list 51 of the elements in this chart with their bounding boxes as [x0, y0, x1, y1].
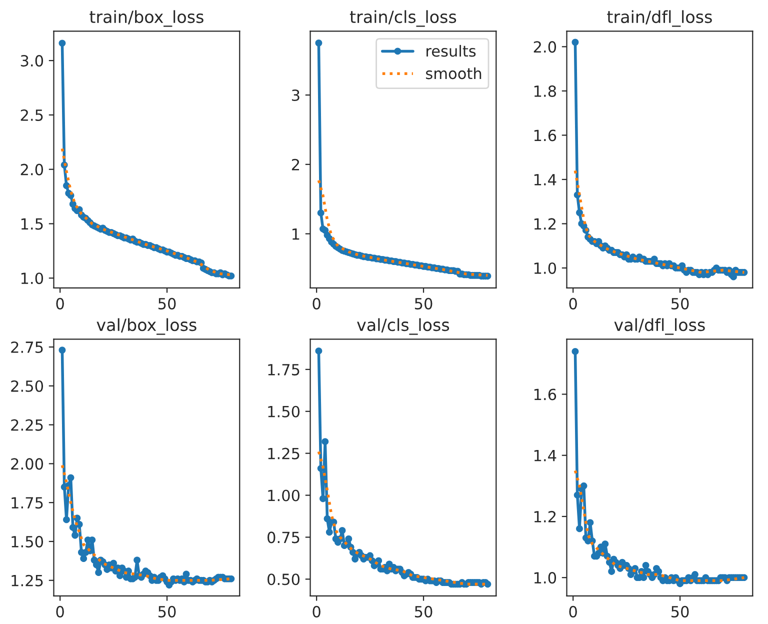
x-tick-label: 0	[312, 298, 320, 310]
y-tick-label: 2.5	[20, 109, 43, 121]
y-tick-label: 1.8	[534, 85, 556, 97]
y-tick-label: 2.50	[11, 380, 44, 392]
chart-title: val/cls_loss	[357, 318, 450, 335]
y-tick-label: 1.50	[268, 406, 300, 418]
x-tick-label: 50	[671, 606, 689, 618]
y-tick-label: 2.00	[11, 458, 44, 470]
y-tick-label: 1.50	[12, 536, 44, 548]
y-tick-label: 2	[292, 158, 300, 170]
x-tick-label: 50	[414, 298, 432, 310]
legend-label: smooth	[426, 67, 482, 80]
chart-title: train/cls_loss	[350, 10, 456, 27]
x-tick-label: 50	[158, 606, 176, 618]
x-tick-label: 0	[56, 606, 64, 618]
x-tick-label: 50	[158, 298, 176, 310]
chart-title: train/dfl_loss	[607, 10, 712, 27]
x-tick-label: 0	[312, 606, 320, 618]
x-tick-label: 50	[414, 606, 432, 618]
y-tick-label: 1.25	[268, 448, 300, 460]
y-tick-label: 0.50	[268, 574, 300, 586]
y-tick-label: 1.2	[534, 218, 556, 230]
y-tick-label: 2.75	[11, 341, 43, 354]
y-tick-label: 3	[292, 89, 300, 102]
y-tick-label: 1.00	[268, 490, 300, 502]
y-tick-label: 2.25	[11, 419, 43, 431]
y-tick-label: 1.6	[534, 388, 556, 400]
x-tick-label: 0	[569, 298, 577, 310]
x-tick-label: 50	[671, 298, 689, 310]
y-tick-label: 2.0	[20, 164, 44, 176]
y-tick-label: 1.2	[534, 510, 556, 522]
x-tick-label: 0	[569, 606, 577, 618]
x-tick-label: 0	[56, 298, 64, 310]
y-tick-label: 1.75	[268, 364, 300, 376]
y-tick-label: 1.0	[534, 262, 556, 274]
y-tick-label: 1.4	[534, 174, 556, 186]
chart-title: train/box_loss	[90, 10, 204, 27]
y-tick-label: 1.0	[534, 572, 556, 584]
chart-title: val/dfl_loss	[614, 318, 705, 335]
y-tick-label: 1.25	[12, 574, 43, 586]
y-tick-label: 1.75	[12, 497, 43, 509]
y-tick-label: 0.75	[268, 532, 300, 544]
y-tick-label: 1.5	[21, 218, 43, 230]
y-tick-label: 1.0	[21, 272, 44, 284]
y-tick-label: 1	[292, 228, 300, 240]
y-tick-label: 1.6	[534, 130, 556, 142]
y-tick-label: 1.4	[534, 450, 556, 462]
chart-title: val/box_loss	[96, 318, 196, 335]
y-tick-label: 2.0	[534, 41, 556, 53]
legend-label: results	[426, 44, 476, 57]
y-tick-label: 3.0	[20, 55, 44, 67]
